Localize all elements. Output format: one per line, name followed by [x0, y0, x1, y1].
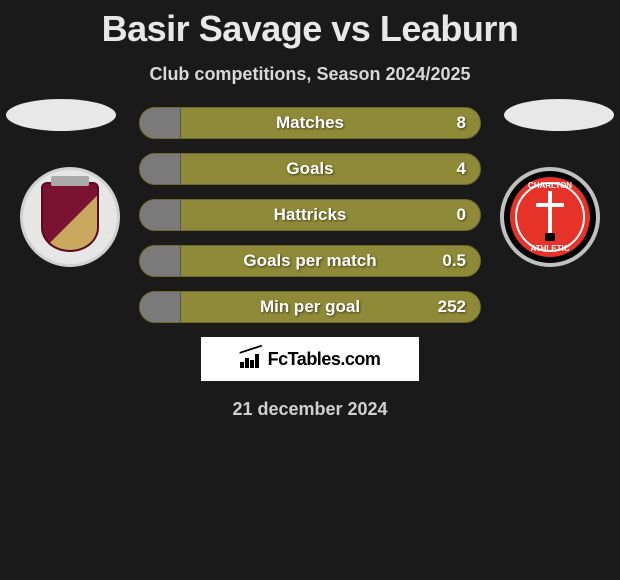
club-badge-right: CHARLTON ATHLETIC: [500, 167, 600, 267]
stat-value-right: 0: [457, 200, 466, 230]
sword-icon: [548, 191, 552, 239]
stat-bar: Matches8: [139, 107, 481, 139]
club-badge-left: [20, 167, 120, 267]
charlton-text-top: CHARLTON: [510, 181, 590, 190]
stat-label: Goals: [140, 154, 480, 184]
stat-label: Hattricks: [140, 200, 480, 230]
page-subtitle: Club competitions, Season 2024/2025: [0, 64, 620, 85]
stat-label: Goals per match: [140, 246, 480, 276]
stat-bar: Goals4: [139, 153, 481, 185]
stat-value-right: 252: [438, 292, 466, 322]
stats-bar-group: Matches8Goals4Hattricks0Goals per match0…: [139, 107, 481, 323]
date-text: 21 december 2024: [0, 399, 620, 420]
charlton-text-bottom: ATHLETIC: [510, 244, 590, 253]
brand-text: FcTables.com: [268, 349, 381, 370]
stat-value-right: 8: [457, 108, 466, 138]
brand-chart-icon: [240, 350, 262, 368]
charlton-crest-icon: CHARLTON ATHLETIC: [510, 177, 590, 257]
player-avatar-right: [504, 99, 614, 131]
comparison-layout: CHARLTON ATHLETIC Matches8 Goals4 Hattrick…: [0, 107, 620, 420]
stat-label: Matches: [140, 108, 480, 138]
stat-bar: Hattricks0: [139, 199, 481, 231]
page-title: Basir Savage vs Leaburn: [0, 0, 620, 50]
stat-bar: Min per goal252: [139, 291, 481, 323]
player-avatar-left: [6, 99, 116, 131]
northampton-crest-icon: [41, 182, 99, 252]
stat-value-right: 0.5: [442, 246, 466, 276]
brand-box: FcTables.com: [201, 337, 419, 381]
stat-value-right: 4: [457, 154, 466, 184]
stat-bar: Goals per match0.5: [139, 245, 481, 277]
stat-label: Min per goal: [140, 292, 480, 322]
